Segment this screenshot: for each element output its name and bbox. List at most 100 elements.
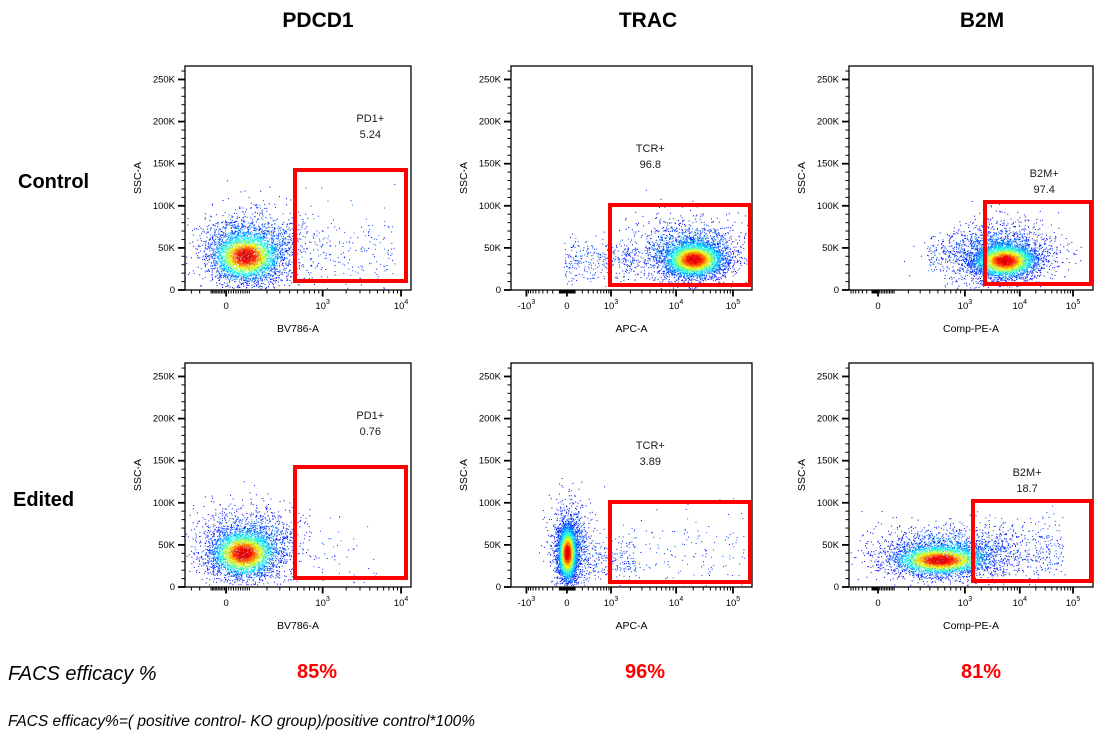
y-tick-label: 0 (496, 285, 501, 296)
scatter-canvas (185, 66, 411, 290)
x-tick-label: 0 (223, 301, 228, 312)
x-tick-label: 105 (726, 596, 741, 609)
y-axis-label: SSC-A (132, 459, 144, 491)
y-axis-label: SSC-A (132, 162, 144, 194)
gate-label: TCR+ 96.8 (605, 141, 695, 173)
y-axis-label: SSC-A (458, 162, 470, 194)
flow-plot-pdcd1-edited: 0 50K 100K 150K 200K 250K 0 103 104 SSC-A BV786-A … (120, 351, 426, 642)
y-tick-label: 100K (817, 498, 840, 509)
y-tick-label: 250K (153, 74, 176, 85)
gate-percent: 97.4 (1033, 183, 1055, 196)
flow-plot-trac-edited: 0 50K 100K 150K 200K 250K -103 0 103 104 105 SSC-A A… (446, 351, 767, 642)
x-tick-label: 104 (669, 299, 684, 312)
x-tick-label: 105 (1066, 299, 1081, 312)
x-tick-label: 103 (315, 596, 330, 609)
y-tick-label: 100K (153, 498, 176, 509)
y-tick-label: 0 (496, 582, 501, 593)
x-axis-label: APC-A (615, 323, 647, 335)
y-tick-label: 250K (153, 371, 176, 382)
y-tick-label: 250K (817, 74, 840, 85)
facs-efficacy-b2m: 81% (960, 661, 1002, 683)
y-tick-label: 50K (158, 540, 176, 551)
y-tick-label: 150K (153, 456, 176, 467)
x-tick-label: 103 (315, 299, 330, 312)
gate-rectangle (293, 167, 408, 284)
y-tick-label: 50K (822, 540, 840, 551)
y-axis-label: SSC-A (458, 459, 470, 491)
y-tick-label: 100K (817, 201, 840, 212)
x-tick-label: 104 (394, 596, 409, 609)
efficacy-formula: FACS efficacy%=( positive control- KO gr… (8, 713, 476, 730)
gate-name: B2M+ (1029, 167, 1059, 180)
gate-label: PD1+ 5.24 (325, 111, 415, 143)
gate-percent: 96.8 (639, 159, 661, 172)
gate-name: B2M+ (1012, 466, 1042, 479)
x-axis-label: Comp-PE-A (943, 620, 999, 632)
scatter-canvas (511, 66, 752, 290)
gate-name: PD1+ (356, 112, 385, 125)
row-label-control: Control (18, 171, 90, 193)
x-axis-label: BV786-A (277, 620, 319, 632)
scatter-canvas (511, 363, 752, 587)
column-header-trac: TRAC (618, 9, 678, 32)
y-tick-label: 200K (153, 117, 176, 128)
y-tick-label: 200K (817, 414, 840, 425)
y-tick-label: 150K (817, 159, 840, 170)
flow-plot-b2m-edited: 0 50K 100K 150K 200K 250K 0 103 104 105 SSC-A Comp-… (784, 351, 1108, 642)
facs-efficacy-trac: 96% (624, 661, 666, 683)
y-tick-label: 0 (170, 582, 175, 593)
gate-percent: 18.7 (1016, 482, 1038, 495)
gate-name: TCR+ (635, 440, 665, 453)
x-tick-label: 103 (958, 596, 973, 609)
y-tick-label: 250K (817, 371, 840, 382)
facs-efficacy-label: FACS efficacy % (8, 663, 157, 685)
x-tick-label: 0 (223, 598, 228, 609)
y-tick-label: 0 (834, 582, 839, 593)
flow-plot-trac-control: 0 50K 100K 150K 200K 250K -103 0 103 104 105 SSC-A A… (446, 54, 767, 345)
x-tick-label: 104 (394, 299, 409, 312)
x-tick-label: 0 (875, 301, 880, 312)
y-tick-label: 100K (479, 498, 502, 509)
y-tick-label: 50K (158, 243, 176, 254)
y-tick-label: 200K (479, 414, 502, 425)
x-tick-label: 103 (958, 299, 973, 312)
x-tick-label: 105 (726, 299, 741, 312)
gate-rectangle (293, 464, 408, 581)
y-tick-label: 250K (479, 74, 502, 85)
column-header-pdcd1: PDCD1 (282, 9, 354, 32)
gate-label: B2M+ 18.7 (982, 465, 1072, 497)
y-tick-label: 0 (834, 285, 839, 296)
gate-percent: 0.76 (359, 425, 382, 438)
row-label-edited: Edited (13, 489, 75, 511)
y-tick-label: 50K (484, 243, 502, 254)
y-tick-label: 50K (822, 243, 840, 254)
gate-percent: 5.24 (359, 128, 382, 141)
x-tick-label: 0 (564, 598, 569, 609)
y-axis-label: SSC-A (796, 459, 808, 491)
y-tick-label: 150K (479, 456, 502, 467)
scatter-canvas (185, 363, 411, 587)
gate-percent: 3.89 (639, 456, 661, 469)
scatter-canvas (849, 66, 1093, 290)
gate-label: B2M+ 97.4 (999, 166, 1089, 198)
x-tick-label: 104 (1013, 299, 1028, 312)
gate-name: PD1+ (356, 409, 385, 422)
x-tick-label: 0 (564, 301, 569, 312)
gate-label: TCR+ 3.89 (605, 438, 695, 470)
y-tick-label: 50K (484, 540, 502, 551)
x-tick-label: 104 (1013, 596, 1028, 609)
x-axis-label: Comp-PE-A (943, 323, 999, 335)
x-tick-label: 105 (1066, 596, 1081, 609)
x-tick-label: -103 (518, 299, 536, 312)
y-tick-label: 100K (153, 201, 176, 212)
x-tick-label: 103 (604, 596, 619, 609)
y-tick-label: 150K (817, 456, 840, 467)
flow-plot-pdcd1-control: 0 50K 100K 150K 200K 250K 0 103 104 SSC-A BV786-A … (120, 54, 426, 345)
x-tick-label: 0 (875, 598, 880, 609)
x-axis-label: BV786-A (277, 323, 319, 335)
gate-rectangle (971, 498, 1093, 583)
gate-label: PD1+ 0.76 (325, 408, 415, 440)
gate-name: TCR+ (635, 143, 665, 156)
x-tick-label: 103 (604, 299, 619, 312)
